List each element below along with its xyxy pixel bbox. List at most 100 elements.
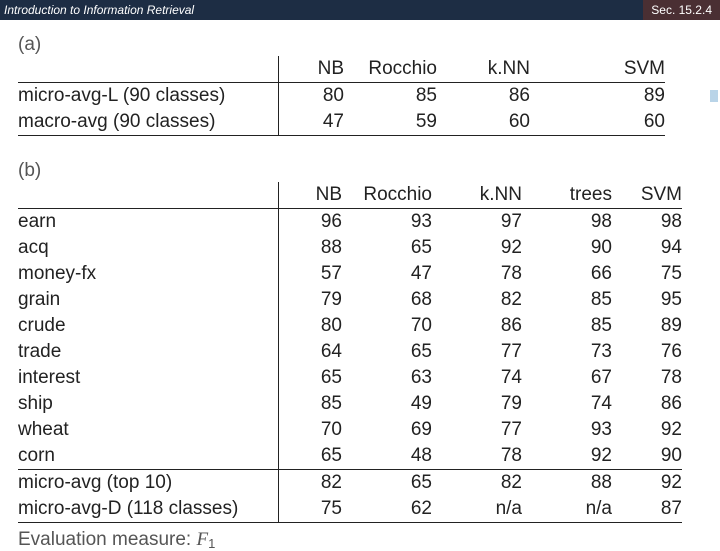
cell: 70	[279, 417, 343, 443]
part-b-label: (b)	[18, 156, 60, 182]
cell: 82	[432, 287, 522, 313]
row-name: earn	[18, 209, 279, 236]
cell: 65	[342, 470, 432, 497]
cell: 66	[522, 261, 612, 287]
table-b-row: grain 79 68 82 85 95	[18, 287, 682, 313]
cell: n/a	[432, 496, 522, 523]
table-b-row: interest 65 63 74 67 78	[18, 365, 682, 391]
row-name: micro-avg-D (118 classes)	[18, 496, 279, 523]
row-name: crude	[18, 313, 279, 339]
cell: 73	[522, 339, 612, 365]
table-b-row: ship 85 49 79 74 86	[18, 391, 682, 417]
col-rocchio: Rocchio	[342, 182, 432, 209]
cell: 98	[612, 209, 682, 236]
evaluation-measure: Evaluation measure: F1	[18, 529, 702, 551]
cell: 90	[522, 235, 612, 261]
table-a-row: macro-avg (90 classes) 47 59 60 60	[18, 109, 665, 136]
cell: 97	[432, 209, 522, 236]
decorative-tick	[710, 90, 718, 102]
cell: 47	[279, 109, 345, 136]
cell: 67	[522, 365, 612, 391]
cell: n/a	[522, 496, 612, 523]
table-b-block: (b) NB Rocchio k.NN trees SVM earn 96 93…	[18, 156, 702, 523]
col-knn: k.NN	[432, 182, 522, 209]
cell: 85	[522, 287, 612, 313]
cell: 69	[342, 417, 432, 443]
col-knn: k.NN	[437, 56, 530, 83]
table-b-summary-row: micro-avg-D (118 classes) 75 62 n/a n/a …	[18, 496, 682, 523]
row-name: ship	[18, 391, 279, 417]
cell: 49	[342, 391, 432, 417]
cell: 94	[612, 235, 682, 261]
cell: 79	[279, 287, 343, 313]
cell: 79	[432, 391, 522, 417]
cell: 77	[432, 417, 522, 443]
cell: 75	[279, 496, 343, 523]
row-name: wheat	[18, 417, 279, 443]
col-nb: NB	[279, 56, 345, 83]
cell: 78	[612, 365, 682, 391]
row-name: corn	[18, 443, 279, 470]
cell: 87	[612, 496, 682, 523]
cell: 90	[612, 443, 682, 470]
cell: 48	[342, 443, 432, 470]
cell: 64	[279, 339, 343, 365]
col-svm: SVM	[612, 182, 682, 209]
row-name: interest	[18, 365, 279, 391]
cell: 74	[432, 365, 522, 391]
cell: 65	[342, 235, 432, 261]
cell: 96	[279, 209, 343, 236]
table-b-row: trade 64 65 77 73 76	[18, 339, 682, 365]
row-name: micro-avg-L (90 classes)	[18, 83, 279, 110]
cell: 59	[344, 109, 437, 136]
col-rocchio: Rocchio	[344, 56, 437, 83]
section-label: Sec. 15.2.4	[643, 0, 720, 20]
table-b: NB Rocchio k.NN trees SVM earn 96 93 97 …	[18, 182, 682, 523]
row-name: trade	[18, 339, 279, 365]
col-nb: NB	[279, 182, 343, 209]
table-b-header-row: NB Rocchio k.NN trees SVM	[18, 182, 682, 209]
cell: 70	[342, 313, 432, 339]
cell: 60	[530, 109, 665, 136]
cell: 86	[612, 391, 682, 417]
table-b-row: corn 65 48 78 92 90	[18, 443, 682, 470]
cell: 80	[279, 83, 345, 110]
table-b-row: wheat 70 69 77 93 92	[18, 417, 682, 443]
cell: 88	[279, 235, 343, 261]
cell: 57	[279, 261, 343, 287]
col-trees: trees	[522, 182, 612, 209]
cell: 65	[342, 339, 432, 365]
cell: 86	[432, 313, 522, 339]
measure-subscript: 1	[208, 536, 215, 551]
cell: 93	[342, 209, 432, 236]
cell: 95	[612, 287, 682, 313]
row-name: micro-avg (top 10)	[18, 470, 279, 497]
table-a-block: (a) NB Rocchio k.NN SVM micro-avg-L (90 …	[18, 30, 702, 136]
cell: 75	[612, 261, 682, 287]
cell: 89	[530, 83, 665, 110]
cell: 62	[342, 496, 432, 523]
cell: 80	[279, 313, 343, 339]
cell: 78	[432, 261, 522, 287]
cell: 82	[279, 470, 343, 497]
cell: 92	[612, 470, 682, 497]
cell: 65	[279, 443, 343, 470]
table-b-row: money-fx 57 47 78 66 75	[18, 261, 682, 287]
cell: 86	[437, 83, 530, 110]
cell: 76	[612, 339, 682, 365]
table-b-summary-row: micro-avg (top 10) 82 65 82 88 92	[18, 470, 682, 497]
cell: 65	[279, 365, 343, 391]
cell: 89	[612, 313, 682, 339]
table-b-row: earn 96 93 97 98 98	[18, 209, 682, 236]
table-a-row: micro-avg-L (90 classes) 80 85 86 89	[18, 83, 665, 110]
cell: 98	[522, 209, 612, 236]
cell: 82	[432, 470, 522, 497]
table-a-header-row: NB Rocchio k.NN SVM	[18, 56, 665, 83]
row-name: macro-avg (90 classes)	[18, 109, 279, 136]
row-name: acq	[18, 235, 279, 261]
cell: 92	[612, 417, 682, 443]
table-b-row: crude 80 70 86 85 89	[18, 313, 682, 339]
table-a: NB Rocchio k.NN SVM micro-avg-L (90 clas…	[18, 56, 665, 136]
cell: 63	[342, 365, 432, 391]
cell: 78	[432, 443, 522, 470]
